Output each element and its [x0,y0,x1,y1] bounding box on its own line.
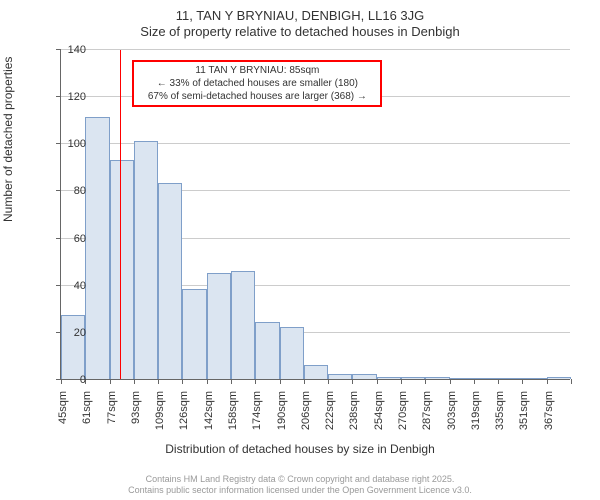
xtick-mark [280,379,281,384]
annotation-line-3: 67% of semi-detached houses are larger (… [140,90,374,103]
annotation-line-1: 11 TAN Y BRYNIAU: 85sqm [140,64,374,77]
ytick-label: 80 [46,185,86,197]
histogram-bar [207,273,231,379]
histogram-bar [280,327,304,379]
xtick-mark [304,379,305,384]
xtick-mark [401,379,402,384]
xtick-mark [547,379,548,384]
property-marker-line [120,50,121,379]
histogram-bar [377,377,401,379]
gridline [61,49,570,50]
histogram-bar [110,160,134,379]
xtick-mark [110,379,111,384]
histogram-bar [425,377,449,379]
histogram-bar [255,322,279,379]
xtick-mark [328,379,329,384]
histogram-bar [547,377,571,379]
histogram-bar [328,374,352,379]
annotation-line-2: ← 33% of detached houses are smaller (18… [140,77,374,90]
xtick-mark [134,379,135,384]
histogram-bar [352,374,376,379]
histogram-bar [61,315,85,379]
histogram-bar [304,365,328,379]
footer-line-2: Contains public sector information licen… [0,485,600,496]
chart-container: 11, TAN Y BRYNIAU, DENBIGH, LL16 3JG Siz… [0,0,600,500]
xtick-mark [231,379,232,384]
ytick-label: 120 [46,91,86,103]
xtick-mark [182,379,183,384]
title-line-1: 11, TAN Y BRYNIAU, DENBIGH, LL16 3JG [0,0,600,24]
xtick-mark [255,379,256,384]
xtick-mark [450,379,451,384]
plot-area: 45sqm61sqm77sqm93sqm109sqm126sqm142sqm15… [60,50,570,380]
footer-attribution: Contains HM Land Registry data © Crown c… [0,474,600,496]
ytick-label: 0 [46,374,86,386]
ytick-label: 140 [46,44,86,56]
xtick-mark [207,379,208,384]
xtick-mark [425,379,426,384]
histogram-bar [85,117,109,379]
xtick-mark [377,379,378,384]
xtick-mark [158,379,159,384]
histogram-bar [231,271,255,379]
footer-line-1: Contains HM Land Registry data © Crown c… [0,474,600,485]
histogram-bar [498,378,522,379]
ytick-label: 100 [46,138,86,150]
x-axis-label: Distribution of detached houses by size … [0,442,600,456]
histogram-bar [158,183,182,379]
title-line-2: Size of property relative to detached ho… [0,24,600,40]
histogram-bar [182,289,206,379]
xtick-mark [571,379,572,384]
y-axis-label: Number of detached properties [1,57,15,222]
histogram-bar [522,378,546,379]
xtick-mark [522,379,523,384]
histogram-bar [450,378,474,379]
histogram-bar [474,378,498,379]
histogram-bar [401,377,425,379]
xtick-mark [474,379,475,384]
ytick-label: 60 [46,233,86,245]
xtick-mark [498,379,499,384]
xtick-mark [352,379,353,384]
ytick-label: 20 [46,327,86,339]
annotation-box: 11 TAN Y BRYNIAU: 85sqm← 33% of detached… [132,60,382,107]
histogram-bar [134,141,158,379]
ytick-label: 40 [46,280,86,292]
